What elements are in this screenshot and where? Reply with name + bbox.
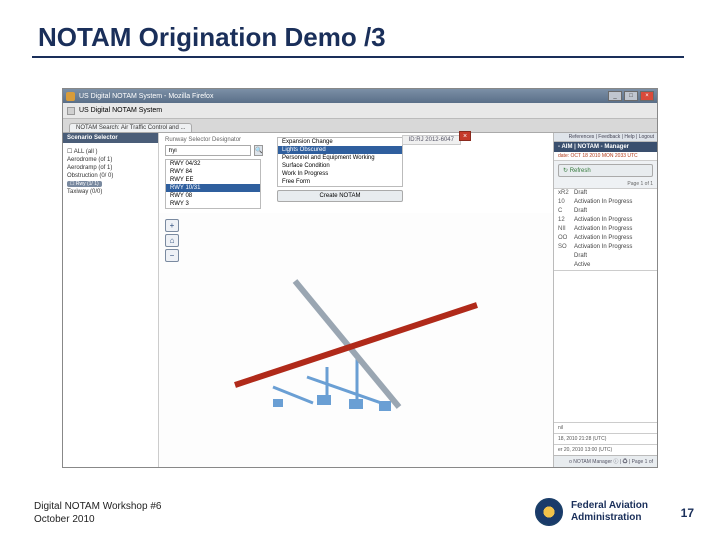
status-code: xR2 [558, 189, 574, 198]
reason-panel: Expansion Change Lights Obscured Personn… [277, 137, 403, 209]
browser-tab[interactable]: NOTAM Search: Air Traffic Control and ..… [69, 123, 192, 132]
status-row[interactable]: NIIActivation In Progress [554, 225, 657, 234]
runway-item[interactable]: RWY 3 [166, 200, 260, 208]
status-code: SO [558, 243, 574, 252]
time-row: er 20, 2010 13:00 (UTC) [554, 444, 657, 455]
faa-text: Federal Aviation Administration [571, 500, 648, 524]
status-code: 12 [558, 216, 574, 225]
window-titlebar: US Digital NOTAM System - Mozilla Firefo… [63, 89, 657, 103]
status-row[interactable]: 10Activation In Progress [554, 198, 657, 207]
scenario-item[interactable]: Obstruction (0/ 0) [67, 173, 154, 179]
status-row[interactable]: SOActivation In Progress [554, 243, 657, 252]
status-text: Activation In Progress [574, 234, 653, 243]
status-row[interactable]: Draft [554, 252, 657, 261]
browser-tab-strip: NOTAM Search: Air Traffic Control and ..… [63, 119, 657, 133]
runway-item-selected[interactable]: RWY 10/31 [166, 184, 260, 192]
footer-right: Federal Aviation Administration [535, 498, 648, 526]
status-text: Draft [574, 252, 653, 261]
window-maximize-button[interactable]: □ [624, 91, 638, 101]
faa-seal-icon [535, 498, 563, 526]
status-row[interactable]: Active [554, 261, 657, 270]
runway-item[interactable]: RWY 84 [166, 168, 260, 176]
footer-line1: Digital NOTAM Workshop #6 [34, 500, 161, 513]
slide-title: NOTAM Origination Demo /3 [38, 22, 386, 53]
create-notam-button[interactable]: Create NOTAM [277, 190, 403, 202]
scenario-all[interactable]: ☐ ALL (all ) [67, 148, 154, 155]
window-title: US Digital NOTAM System - Mozilla Firefo… [79, 93, 213, 100]
status-text: Activation In Progress [574, 198, 653, 207]
airport-map[interactable]: + ⌂ − [159, 213, 553, 467]
status-row[interactable]: 12Activation In Progress [554, 216, 657, 225]
reason-item[interactable]: Free Form [278, 178, 402, 186]
status-code [558, 261, 574, 270]
status-row[interactable]: xR2Draft [554, 189, 657, 198]
time-row: nil [554, 422, 657, 433]
status-row[interactable]: CDraft [554, 207, 657, 216]
airport-diagram [177, 217, 537, 427]
page-icon [67, 107, 75, 115]
scenario-panel: Scenario Selector ☐ ALL (all ) Aerodrome… [63, 133, 159, 467]
status-text: Activation In Progress [574, 243, 653, 252]
runway-item[interactable]: RWY 04/32 [166, 160, 260, 168]
page-indicator: Page 1 of 1 [554, 180, 657, 188]
faa-line2: Administration [571, 512, 648, 524]
runway-search-input[interactable] [165, 145, 251, 156]
status-code: C [558, 207, 574, 216]
browser-toolbar: US Digital NOTAM System [63, 103, 657, 119]
refresh-button[interactable]: ↻ Refresh [558, 164, 653, 177]
app-content: Scenario Selector ☐ ALL (all ) Aerodrome… [63, 133, 657, 467]
scenario-item[interactable]: Aerodrome (of 1) [67, 157, 154, 163]
reason-item[interactable]: Expansion Change [278, 138, 402, 146]
status-code: NII [558, 225, 574, 234]
reason-item[interactable]: Personnel and Equipment Working [278, 154, 402, 162]
footer-left: Digital NOTAM Workshop #6 October 2010 [34, 500, 161, 526]
window-close-button[interactable]: × [640, 91, 654, 101]
app-window: US Digital NOTAM System - Mozilla Firefo… [62, 88, 658, 468]
firefox-icon [66, 92, 75, 101]
window-minimize-button[interactable]: _ [608, 91, 622, 101]
footer-line2: October 2010 [34, 513, 161, 526]
runway-item[interactable]: RWY EE [166, 176, 260, 184]
status-table: xR2Draft10Activation In ProgressCDraft12… [554, 188, 657, 271]
status-code: 10 [558, 198, 574, 207]
slide-number: 17 [681, 506, 694, 520]
runway-panel-label: Runway Selector Designator [165, 137, 261, 143]
faa-line1: Federal Aviation [571, 500, 648, 512]
notam-id-strip: ID:RJ 2012-6047 [402, 135, 461, 145]
time-row: 18, 2010 21:28 (UTC) [554, 433, 657, 444]
notam-manager-panel: References | Feedback | Help | Logout - … [553, 133, 657, 467]
status-row[interactable]: OOActivation In Progress [554, 234, 657, 243]
status-text: Draft [574, 189, 653, 198]
reason-item[interactable]: Surface Condition [278, 162, 402, 170]
status-code: OO [558, 234, 574, 243]
slide-footer: Digital NOTAM Workshop #6 October 2010 F… [0, 484, 720, 540]
runway-list[interactable]: RWY 04/32 RWY 84 RWY EE RWY 10/31 RWY 08… [165, 159, 261, 209]
manager-date: date: OCT 18 2010 MON 2033 UTC [554, 152, 657, 161]
manager-title: - AIM | NOTAM - Manager [554, 142, 657, 152]
address-bar-text[interactable]: US Digital NOTAM System [79, 107, 162, 114]
center-column: ID:RJ 2012-6047 × Runway Selector Design… [159, 133, 553, 467]
title-underline [32, 56, 684, 58]
top-links[interactable]: References | Feedback | Help | Logout [554, 133, 657, 142]
reason-item-selected[interactable]: Lights Obscured [278, 146, 402, 154]
scenario-header: Scenario Selector [63, 133, 158, 143]
runway-item[interactable]: RWY 08 [166, 192, 260, 200]
scenario-item[interactable]: Aerodramp (of 1) [67, 165, 154, 171]
runway-panel: Runway Selector Designator 🔍 RWY 04/32 R… [165, 137, 261, 209]
reason-item[interactable]: Work In Progress [278, 170, 402, 178]
reason-list[interactable]: Expansion Change Lights Obscured Personn… [277, 137, 403, 187]
status-text: Active [574, 261, 653, 270]
scenario-badge-runway[interactable]: ☐ Rwy (1/ 1) [67, 181, 102, 187]
manager-footer: o NOTAM Manager ⓘ | ♻ | Page 1 of [554, 455, 657, 467]
status-code [558, 252, 574, 261]
status-text: Draft [574, 207, 653, 216]
search-icon[interactable]: 🔍 [254, 145, 263, 156]
scenario-item[interactable]: Taxiway (0/0) [67, 189, 154, 195]
status-text: Activation In Progress [574, 225, 653, 234]
dialog-close-button[interactable]: × [459, 131, 471, 141]
status-text: Activation In Progress [574, 216, 653, 225]
